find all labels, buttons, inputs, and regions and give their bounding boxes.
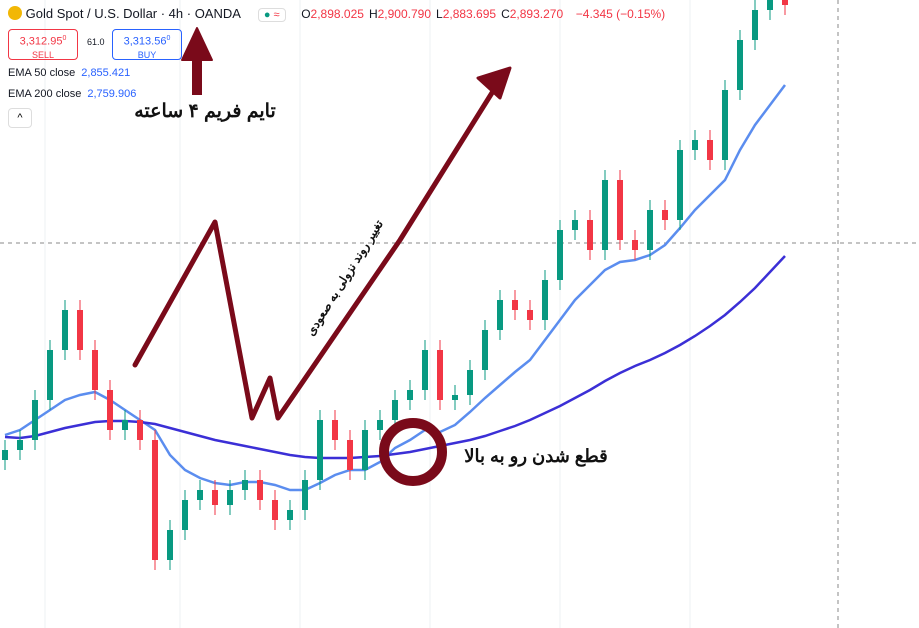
candle-body <box>602 180 608 250</box>
candle-body <box>152 440 158 560</box>
candle-body <box>497 300 503 330</box>
trend-drawing <box>132 77 503 421</box>
candle-body <box>512 300 518 310</box>
candle-body <box>32 400 38 440</box>
candle-body <box>452 395 458 400</box>
status[interactable]: ● ≈ <box>257 8 286 22</box>
candle-body <box>527 310 533 320</box>
buy-label: BUY <box>137 49 157 60</box>
candle-body <box>377 420 383 430</box>
candle-body <box>332 420 338 440</box>
indicator-value: 2,855.421 <box>81 67 131 79</box>
cross-circle <box>379 418 447 486</box>
candle-body <box>482 330 488 370</box>
candle-body <box>197 490 203 500</box>
ohlc-value: 2,893.270 <box>509 7 564 21</box>
candle-body <box>572 220 578 230</box>
indicator[interactable]: EMA 50 close 2,855.421 <box>8 67 130 79</box>
timeframe-note: تایم فریم ۴ ساعته <box>134 101 276 122</box>
candle-body <box>692 140 698 150</box>
candle-body <box>317 420 323 480</box>
sell-price: 3,312.95 <box>19 35 63 48</box>
candle-body <box>677 150 683 220</box>
indicator-name: EMA 200 close <box>8 88 82 100</box>
candle-body <box>182 500 188 530</box>
change: −4.345 (−0.15%) <box>575 7 666 21</box>
ema-line <box>4 84 786 492</box>
sell-sup: 0 <box>62 35 67 42</box>
candle-body <box>767 0 773 10</box>
candle-body <box>347 440 353 470</box>
candle-body <box>437 350 443 400</box>
ohlc: O2,898.025 H2,900.790 L2,883.695 C2,893.270 <box>301 7 568 21</box>
grid <box>44 0 691 628</box>
candle-body <box>272 500 278 520</box>
candle-body <box>2 450 8 460</box>
candle-body <box>587 220 593 250</box>
indicator-name: EMA 50 close <box>8 67 76 79</box>
candle-body <box>647 210 653 250</box>
candle-body <box>47 350 53 400</box>
spread: 61.0 <box>87 37 105 47</box>
candle-body <box>167 530 173 560</box>
candle-body <box>92 350 98 390</box>
candle-body <box>407 390 413 400</box>
buy-sup: 0 <box>166 35 171 42</box>
buy-price: 3,313.56 <box>123 35 167 48</box>
candle-body <box>242 480 248 490</box>
candle-body <box>287 510 293 520</box>
candle-body <box>542 280 548 320</box>
candle-body <box>77 310 83 350</box>
symbol-icon <box>8 6 22 20</box>
candle-body <box>752 10 758 40</box>
candle-body <box>227 490 233 505</box>
cross-note: قطع شدن رو به بالا <box>464 446 608 467</box>
candle-body <box>257 480 263 500</box>
up-arrow-head <box>181 27 213 61</box>
candle-body <box>737 40 743 90</box>
sell-label: SELL <box>31 49 55 60</box>
candle-body <box>707 140 713 160</box>
candle-body <box>122 420 128 430</box>
candle-body <box>422 350 428 390</box>
arrow-head <box>476 66 512 100</box>
ohlc-value: 2,900.790 <box>377 7 431 21</box>
candle-body <box>17 440 23 450</box>
candle-body <box>632 240 638 250</box>
candle-body <box>107 390 113 430</box>
candle-body <box>302 480 308 510</box>
candle-body <box>392 400 398 420</box>
legend-header: Gold Spot / U.S. Dollar · 4h · OANDA ● ≈… <box>8 6 665 22</box>
indicator[interactable]: EMA 200 close 2,759.906 <box>8 88 136 100</box>
candle-body <box>782 0 788 5</box>
ohlc-label: H <box>368 7 378 21</box>
ohlc-label: L <box>436 7 443 21</box>
candle-body <box>662 210 668 220</box>
drawings <box>132 27 512 486</box>
collapse-button[interactable]: ^ <box>8 108 32 128</box>
indicator-value: 2,759.906 <box>87 88 137 100</box>
ema-line <box>4 255 786 460</box>
candle-body <box>212 490 218 505</box>
symbol[interactable]: Gold Spot / U.S. Dollar · 4h · OANDA <box>25 6 241 21</box>
candle-body <box>617 180 623 240</box>
candle-body <box>722 90 728 160</box>
sell-button[interactable]: 3,312.950 SELL <box>8 29 78 60</box>
ohlc-label: C <box>501 7 510 21</box>
candle-body <box>362 430 368 470</box>
ohlc-value: 2,898.025 <box>310 7 364 21</box>
candle-body <box>62 310 68 350</box>
ohlc-label: O <box>301 7 311 21</box>
candle-body <box>137 420 143 440</box>
candle-body <box>467 370 473 395</box>
ohlc-value: 2,883.695 <box>442 7 497 21</box>
plot <box>2 0 788 570</box>
candle-body <box>557 230 563 280</box>
buy-button[interactable]: 3,313.560 BUY <box>112 29 182 60</box>
